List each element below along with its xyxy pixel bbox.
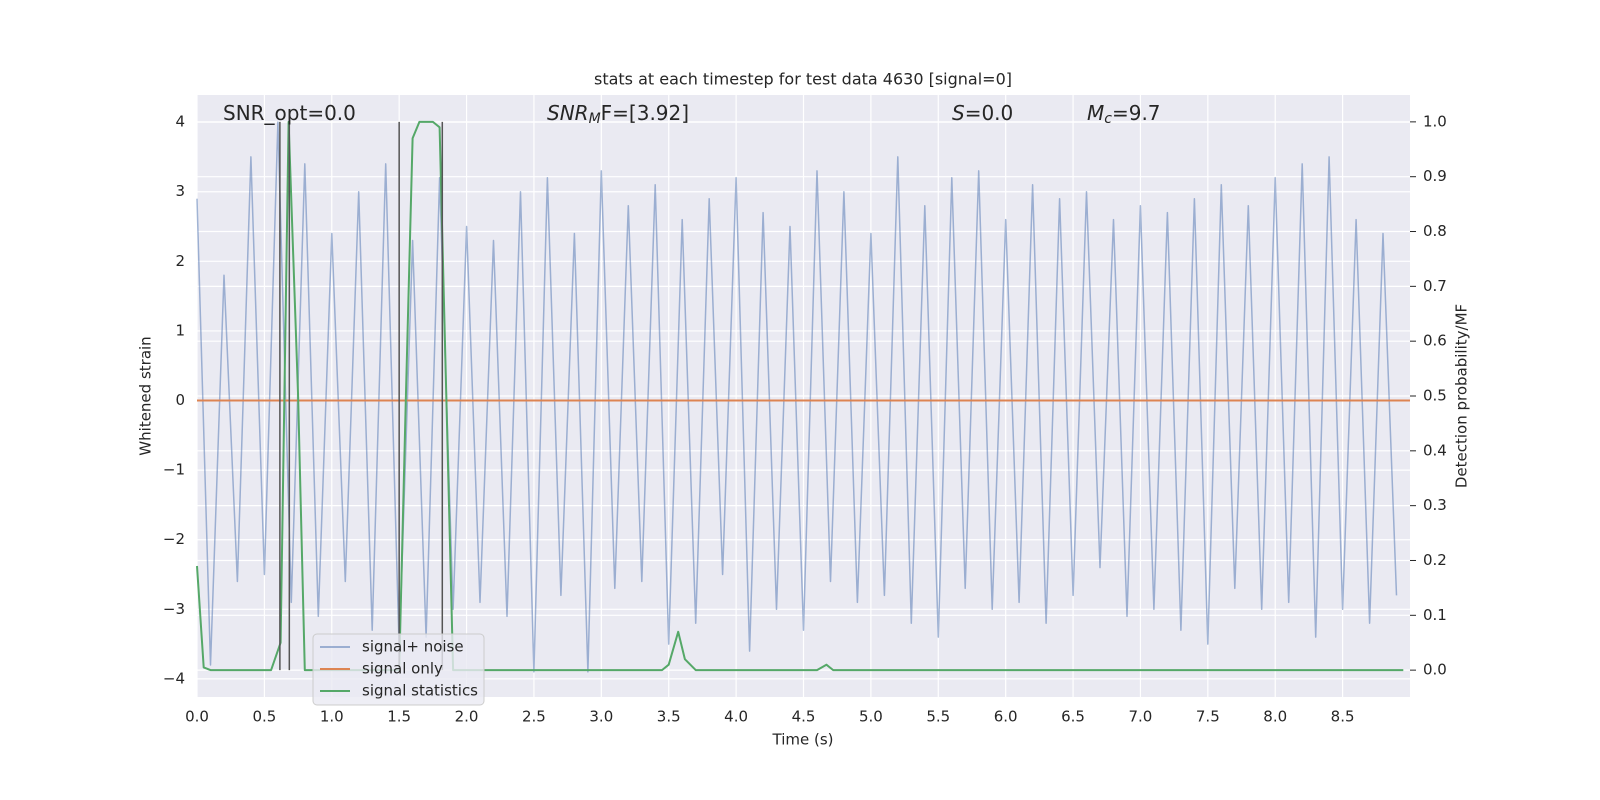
y2-tick-label: 0.8 (1423, 222, 1447, 240)
x-tick-label: 2.0 (455, 708, 479, 726)
annotation-text: SNR_opt=0.0 (223, 101, 356, 125)
y-tick-label: −1 (163, 461, 185, 479)
x-tick-label: 1.0 (320, 708, 344, 726)
y2-tick-label: 0.5 (1423, 387, 1447, 405)
y2-tick-label: 0.4 (1423, 441, 1447, 459)
x-axis-label: Time (s) (772, 731, 834, 749)
legend-box (312, 633, 485, 706)
x-tick-label: 6.0 (994, 708, 1018, 726)
y2-axis-label: Detection probability/MF (1453, 304, 1471, 488)
annotation: SNRMF=[3.92] (547, 101, 689, 128)
y2-tick-label: 0.3 (1423, 496, 1447, 514)
annotation-tail: =9.7 (1112, 101, 1161, 125)
x-tick-label: 3.0 (589, 708, 613, 726)
y2-tick-label: 0.0 (1423, 661, 1447, 679)
y2-tick-label: 0.7 (1423, 277, 1447, 295)
x-tick-label: 7.5 (1196, 708, 1220, 726)
y-tick-label: 1 (175, 321, 185, 339)
annotation: S=0.0 (952, 101, 1013, 125)
y2-tick-label: 0.9 (1423, 167, 1447, 185)
annotation: SNR_opt=0.0 (223, 101, 356, 125)
x-tick-label: 5.0 (859, 708, 883, 726)
x-tick-label: 4.0 (724, 708, 748, 726)
y-tick-label: 4 (175, 113, 185, 131)
legend-label: signal only (362, 660, 443, 678)
legend-label: signal+ noise (362, 638, 464, 656)
y-tick-label: −2 (163, 530, 185, 548)
x-tick-label: 5.5 (926, 708, 950, 726)
x-tick-label: 2.5 (522, 708, 546, 726)
x-tick-label: 3.5 (657, 708, 681, 726)
y2-tick-label: 0.6 (1423, 332, 1447, 350)
x-tick-label: 8.5 (1331, 708, 1355, 726)
x-tick-label: 0.0 (185, 708, 209, 726)
annotation-text: S (952, 101, 965, 125)
x-tick-label: 7.0 (1129, 708, 1153, 726)
chart-title: stats at each timestep for test data 463… (594, 70, 1012, 89)
x-tick-label: 4.5 (792, 708, 816, 726)
annotation: Mc=9.7 (1087, 101, 1161, 128)
annotation-tail: F=[3.92] (601, 101, 689, 125)
annotation-text: M (1087, 101, 1104, 125)
y-tick-label: −4 (163, 669, 185, 687)
y-tick-label: −3 (163, 600, 185, 618)
annotation-subscript: c (1104, 111, 1112, 127)
x-tick-label: 1.5 (387, 708, 411, 726)
annotation-text: SNR (547, 101, 589, 125)
y2-tick-label: 1.0 (1423, 112, 1447, 130)
x-tick-label: 0.5 (252, 708, 276, 726)
y-axis-label: Whitened strain (137, 336, 155, 455)
annotation-subscript: M (589, 111, 601, 127)
y-tick-label: 3 (175, 182, 185, 200)
y2-tick-label: 0.2 (1423, 551, 1447, 569)
y2-tick-label: 0.1 (1423, 606, 1447, 624)
y-tick-label: 2 (175, 252, 185, 270)
legend-label: signal statistics (362, 682, 478, 700)
y-tick-label: 0 (175, 391, 185, 409)
x-tick-label: 8.0 (1263, 708, 1287, 726)
legend: signal+ noise signal only signal statistic… (312, 633, 485, 706)
annotation-tail: =0.0 (965, 101, 1014, 125)
x-tick-label: 6.5 (1061, 708, 1085, 726)
series-line (196, 121, 1398, 673)
